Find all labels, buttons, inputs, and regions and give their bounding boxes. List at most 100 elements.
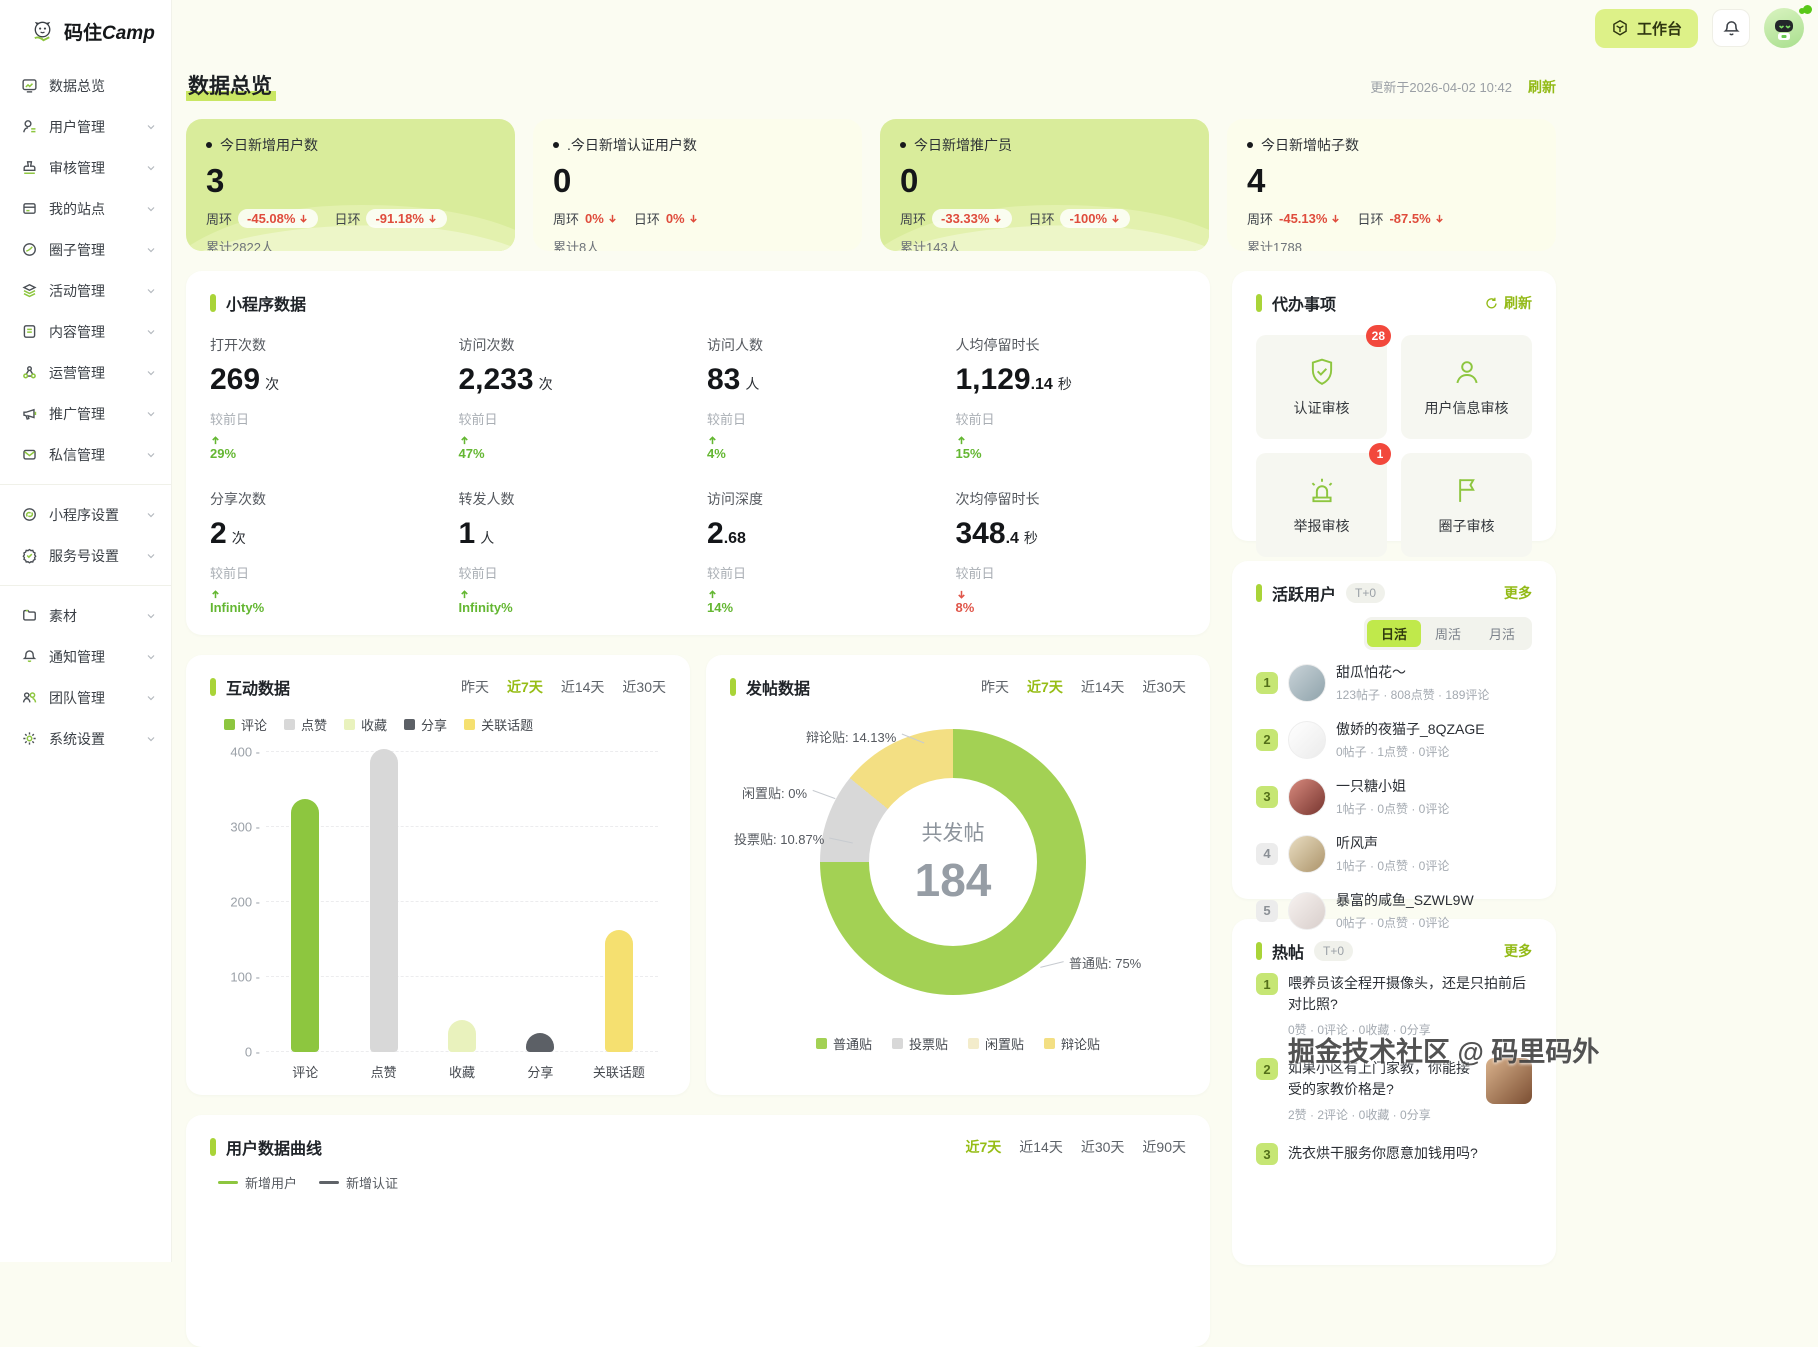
post-title: 洗衣烘干服务你愿意加钱用吗? [1288, 1143, 1532, 1164]
curve-title: 用户数据曲线 [226, 1135, 322, 1159]
site-icon [21, 200, 38, 217]
day-delta: -87.5% [1389, 211, 1444, 226]
metric-compare-label: 较前日 [956, 563, 1187, 582]
user-name: 一只糖小姐 [1336, 776, 1449, 796]
chevron-down-icon [145, 449, 157, 461]
tab-近7天[interactable]: 近7天 [1027, 677, 1063, 697]
sidebar-item-bell[interactable]: 通知管理 [0, 636, 171, 677]
hot-post-row[interactable]: 1 喂养员该全程开摄像头，还是只拍前后对比照? 0赞 · 0评论 · 0收藏 ·… [1256, 963, 1532, 1048]
active-users-title: 活跃用户 [1272, 581, 1336, 605]
sidebar-item-stamp[interactable]: 审核管理 [0, 147, 171, 188]
seg-tab-月活[interactable]: 月活 [1475, 620, 1529, 647]
hot-posts-title: 热帖 [1272, 939, 1304, 963]
user-avatar-image [1288, 721, 1326, 759]
right-column: 代办事项 刷新 28 认证审核 用户信息审核 1 举报审核 圈子审核 [1232, 271, 1556, 1347]
metric-访问深度: 访问深度 2.68 较前日 14% [707, 489, 938, 615]
tab-昨天[interactable]: 昨天 [461, 677, 489, 697]
chevron-down-icon [145, 550, 157, 562]
user-name: 听风声 [1336, 833, 1449, 853]
sidebar-item-folder[interactable]: 素材 [0, 595, 171, 636]
stat-card-total: 累计8人 [553, 237, 842, 251]
chevron-down-icon [145, 509, 157, 521]
week-delta: -33.33% [932, 209, 1012, 228]
active-user-row[interactable]: 1 甜瓜怕花～ 123帖子 · 808点赞 · 189评论 [1256, 654, 1532, 711]
todo-用户信息审核[interactable]: 用户信息审核 [1401, 335, 1532, 439]
todo-认证审核[interactable]: 28 认证审核 [1256, 335, 1387, 439]
notification-bell-button[interactable] [1712, 9, 1750, 47]
sidebar-item-nodes[interactable]: 运营管理 [0, 352, 171, 393]
seg-tab-周活[interactable]: 周活 [1421, 620, 1475, 647]
workbench-button[interactable]: 工作台 [1595, 9, 1698, 48]
sidebar-divider [0, 585, 171, 586]
todo-grid: 28 认证审核 用户信息审核 1 举报审核 圈子审核 [1256, 335, 1532, 557]
bar-legend: 评论点赞收藏分享关联话题 [224, 715, 666, 734]
hot-posts-more-link[interactable]: 更多 [1504, 941, 1532, 961]
active-user-row[interactable]: 3 一只糖小姐 1帖子 · 0点赞 · 0评论 [1256, 768, 1532, 825]
bar-分享 [526, 1033, 554, 1052]
sidebar-item-monitor[interactable]: 数据总览 [0, 65, 171, 106]
todo-refresh-link[interactable]: 刷新 [1484, 293, 1532, 313]
tab-近14天[interactable]: 近14天 [1081, 677, 1125, 697]
tab-昨天[interactable]: 昨天 [981, 677, 1009, 697]
monitor-icon [21, 77, 38, 94]
sidebar-item-layers[interactable]: 活动管理 [0, 270, 171, 311]
legend-评论: 评论 [224, 715, 267, 734]
tab-近30天[interactable]: 近30天 [1081, 1137, 1125, 1157]
sidebar-item-label: 私信管理 [49, 445, 105, 465]
hot-post-row[interactable]: 2 如果小区有上门家教，你能接受的家教价格是? 2赞 · 2评论 · 0收藏 ·… [1256, 1048, 1532, 1133]
metric-delta: 8% [956, 589, 1187, 615]
metric-delta: 29% [210, 435, 441, 461]
sidebar-item-megaphone[interactable]: 推广管理 [0, 393, 171, 434]
sidebar-item-user[interactable]: 用户管理 [0, 106, 171, 147]
chevron-down-icon [145, 367, 157, 379]
sidebar-item-label: 我的站点 [49, 199, 105, 219]
sidebar-item-doc[interactable]: 内容管理 [0, 311, 171, 352]
chevron-down-icon [145, 733, 157, 745]
sidebar-item-gear[interactable]: 系统设置 [0, 718, 171, 759]
app-logo[interactable]: 码住Camp [0, 12, 171, 65]
sidebar-item-mini[interactable]: 小程序设置 [0, 494, 171, 535]
hot-posts-panel: 热帖 T+0 更多 1 喂养员该全程开摄像头，还是只拍前后对比照? 0赞 · 0… [1232, 919, 1556, 1265]
active-users-more-link[interactable]: 更多 [1504, 583, 1532, 603]
tab-近14天[interactable]: 近14天 [561, 677, 605, 697]
active-user-row[interactable]: 2 傲娇的夜猫子_8QZAGE 0帖子 · 1点赞 · 0评论 [1256, 711, 1532, 768]
interaction-period-tabs: 昨天近7天近14天近30天 [461, 677, 666, 697]
mini-program-title: 小程序数据 [226, 291, 306, 315]
rank-badge: 1 [1256, 973, 1278, 995]
stat-card-label: 今日新增用户数 [206, 135, 495, 155]
sidebar-item-team[interactable]: 团队管理 [0, 677, 171, 718]
circle-icon [21, 241, 38, 258]
user-avatar-image [1288, 778, 1326, 816]
hot-post-row[interactable]: 3 洗衣烘干服务你愿意加钱用吗? [1256, 1133, 1532, 1175]
tab-近30天[interactable]: 近30天 [622, 677, 666, 697]
tab-近30天[interactable]: 近30天 [1142, 677, 1186, 697]
sidebar-item-site[interactable]: 我的站点 [0, 188, 171, 229]
user-avatar[interactable] [1764, 8, 1804, 48]
active-user-row[interactable]: 4 听风声 1帖子 · 0点赞 · 0评论 [1256, 825, 1532, 882]
todo-举报审核[interactable]: 1 举报审核 [1256, 453, 1387, 557]
gridline: 200 - [266, 901, 658, 902]
metric-delta: Infinity% [459, 589, 690, 615]
sidebar-item-badge[interactable]: 服务号设置 [0, 535, 171, 576]
tab-近7天[interactable]: 近7天 [965, 1137, 1001, 1157]
page-refresh-link[interactable]: 刷新 [1528, 77, 1556, 97]
tab-近7天[interactable]: 近7天 [507, 677, 543, 697]
tab-近90天[interactable]: 近90天 [1142, 1137, 1186, 1157]
title-accent-bar [210, 294, 216, 312]
shield-check-icon [1306, 356, 1338, 388]
todo-圈子审核[interactable]: 圈子审核 [1401, 453, 1532, 557]
donut-legend-普通贴: 普通贴 [816, 1034, 872, 1053]
hot-t0-tag: T+0 [1314, 941, 1353, 961]
user-period-segmented: 日活周活月活 [1364, 617, 1532, 650]
sidebar-item-circle[interactable]: 圈子管理 [0, 229, 171, 270]
tab-近14天[interactable]: 近14天 [1019, 1137, 1063, 1157]
seg-tab-日活[interactable]: 日活 [1367, 620, 1421, 647]
sidebar-item-mail[interactable]: 私信管理 [0, 434, 171, 475]
day-delta: 0% [666, 211, 699, 226]
